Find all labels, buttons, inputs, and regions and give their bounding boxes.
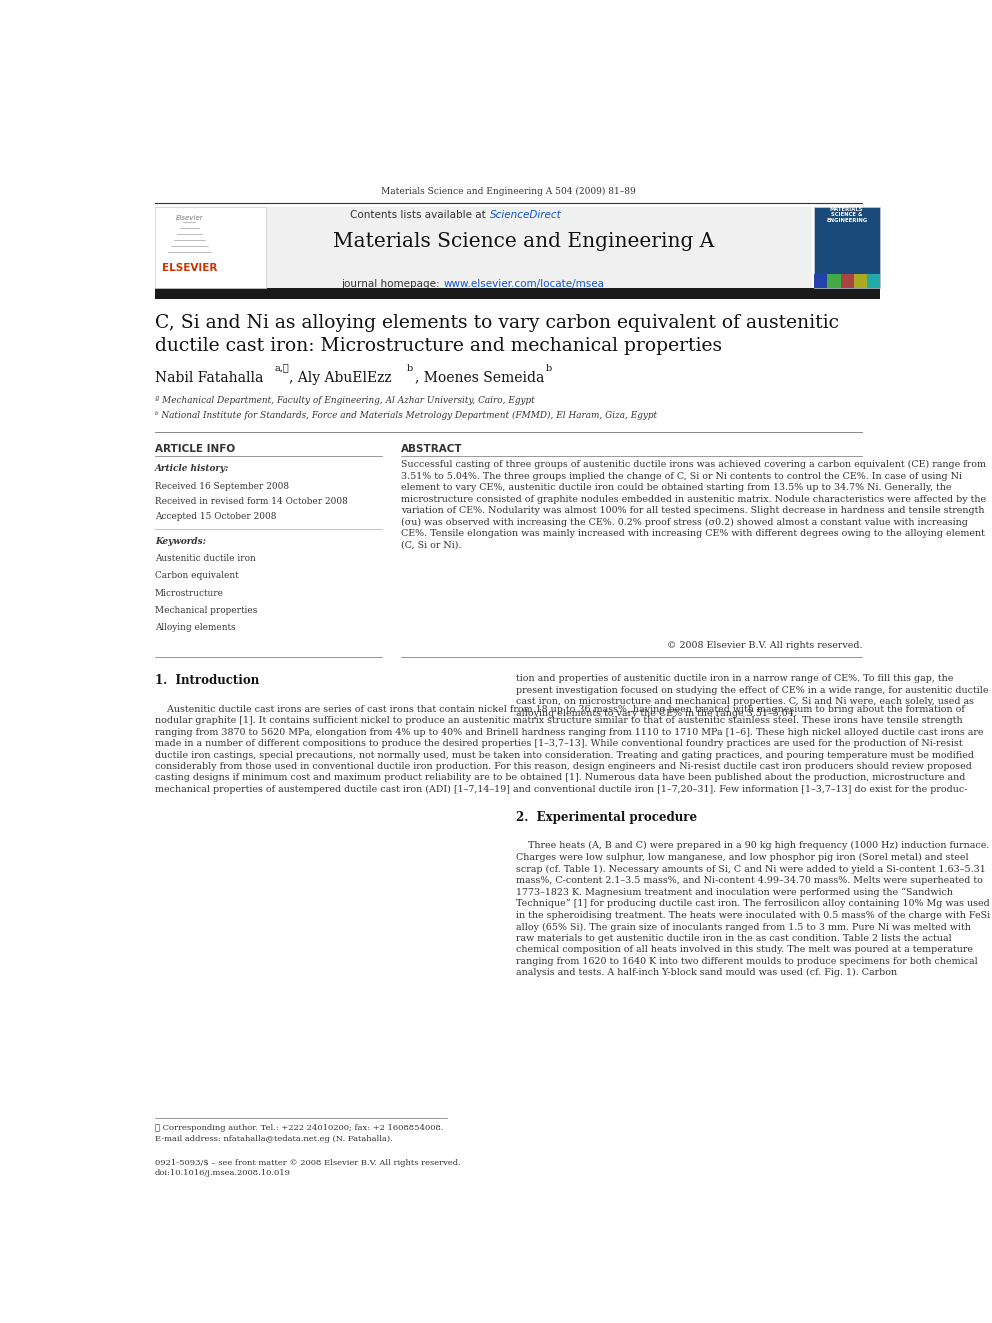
- Text: Successful casting of three groups of austenitic ductile irons was achieved cove: Successful casting of three groups of au…: [401, 460, 986, 550]
- Bar: [814, 274, 827, 288]
- Text: © 2008 Elsevier B.V. All rights reserved.: © 2008 Elsevier B.V. All rights reserved…: [667, 640, 862, 650]
- Text: Accepted 15 October 2008: Accepted 15 October 2008: [155, 512, 276, 521]
- Text: Contents lists available at: Contents lists available at: [350, 209, 489, 220]
- Text: Mechanical properties: Mechanical properties: [155, 606, 257, 615]
- Text: 2.  Experimental procedure: 2. Experimental procedure: [516, 811, 697, 824]
- Text: , Moenes Semeida: , Moenes Semeida: [415, 370, 544, 385]
- Text: Elsevier: Elsevier: [176, 214, 203, 221]
- Text: Received in revised form 14 October 2008: Received in revised form 14 October 2008: [155, 497, 347, 505]
- Text: tion and properties of austenitic ductile iron in a narrow range of CE%. To fill: tion and properties of austenitic ductil…: [516, 675, 989, 717]
- Text: Microstructure: Microstructure: [155, 589, 224, 598]
- Text: ARTICLE INFO: ARTICLE INFO: [155, 445, 235, 454]
- Text: 0921-5093/$ – see front matter © 2008 Elsevier B.V. All rights reserved.: 0921-5093/$ – see front matter © 2008 El…: [155, 1159, 460, 1167]
- Text: MATERIALS
SCIENCE &
ENGINEERING: MATERIALS SCIENCE & ENGINEERING: [826, 206, 867, 224]
- Bar: [814, 206, 880, 288]
- Bar: [853, 274, 867, 288]
- Text: Austenitic ductile iron: Austenitic ductile iron: [155, 554, 256, 564]
- Text: Keywords:: Keywords:: [155, 537, 205, 545]
- Bar: [827, 274, 840, 288]
- Bar: [155, 288, 880, 299]
- Text: www.elsevier.com/locate/msea: www.elsevier.com/locate/msea: [443, 279, 605, 288]
- Text: Article history:: Article history:: [155, 464, 229, 474]
- Text: ELSEVIER: ELSEVIER: [162, 263, 217, 273]
- Bar: [867, 274, 880, 288]
- Text: ScienceDirect: ScienceDirect: [490, 209, 561, 220]
- Text: Alloying elements: Alloying elements: [155, 623, 235, 632]
- Text: Received 16 September 2008: Received 16 September 2008: [155, 482, 289, 491]
- Text: ABSTRACT: ABSTRACT: [401, 445, 462, 454]
- Text: doi:10.1016/j.msea.2008.10.019: doi:10.1016/j.msea.2008.10.019: [155, 1170, 291, 1177]
- Text: ⋆ Corresponding author. Tel.: +222 24010200; fax: +2 1608854008.
E-mail address:: ⋆ Corresponding author. Tel.: +222 24010…: [155, 1125, 443, 1143]
- Text: Materials Science and Engineering A 504 (2009) 81–89: Materials Science and Engineering A 504 …: [381, 188, 636, 196]
- Bar: [155, 206, 266, 288]
- Bar: [155, 206, 812, 288]
- Text: ᵇ National Institute for Standards, Force and Materials Metrology Department (FM: ᵇ National Institute for Standards, Forc…: [155, 410, 657, 419]
- Text: b: b: [546, 364, 552, 373]
- Text: Carbon equivalent: Carbon equivalent: [155, 572, 238, 581]
- Text: Three heats (A, B and C) were prepared in a 90 kg high frequency (1000 Hz) induc: Three heats (A, B and C) were prepared i…: [516, 841, 990, 978]
- Bar: [840, 274, 853, 288]
- Text: a,⋆: a,⋆: [275, 364, 290, 373]
- Text: journal homepage:: journal homepage:: [341, 279, 443, 288]
- Text: 1.  Introduction: 1. Introduction: [155, 675, 259, 687]
- Text: Materials Science and Engineering A: Materials Science and Engineering A: [333, 232, 714, 251]
- Text: Nabil Fatahalla: Nabil Fatahalla: [155, 370, 263, 385]
- Text: b: b: [407, 364, 414, 373]
- Text: Austenitic ductile cast irons are series of cast irons that contain nickel from : Austenitic ductile cast irons are series…: [155, 705, 983, 794]
- Text: , Aly AbuElEzz: , Aly AbuElEzz: [290, 370, 392, 385]
- Text: C, Si and Ni as alloying elements to vary carbon equivalent of austenitic
ductil: C, Si and Ni as alloying elements to var…: [155, 314, 839, 355]
- Text: ª Mechanical Department, Faculty of Engineering, Al Azhar University, Cairo, Egy: ª Mechanical Department, Faculty of Engi…: [155, 396, 535, 405]
